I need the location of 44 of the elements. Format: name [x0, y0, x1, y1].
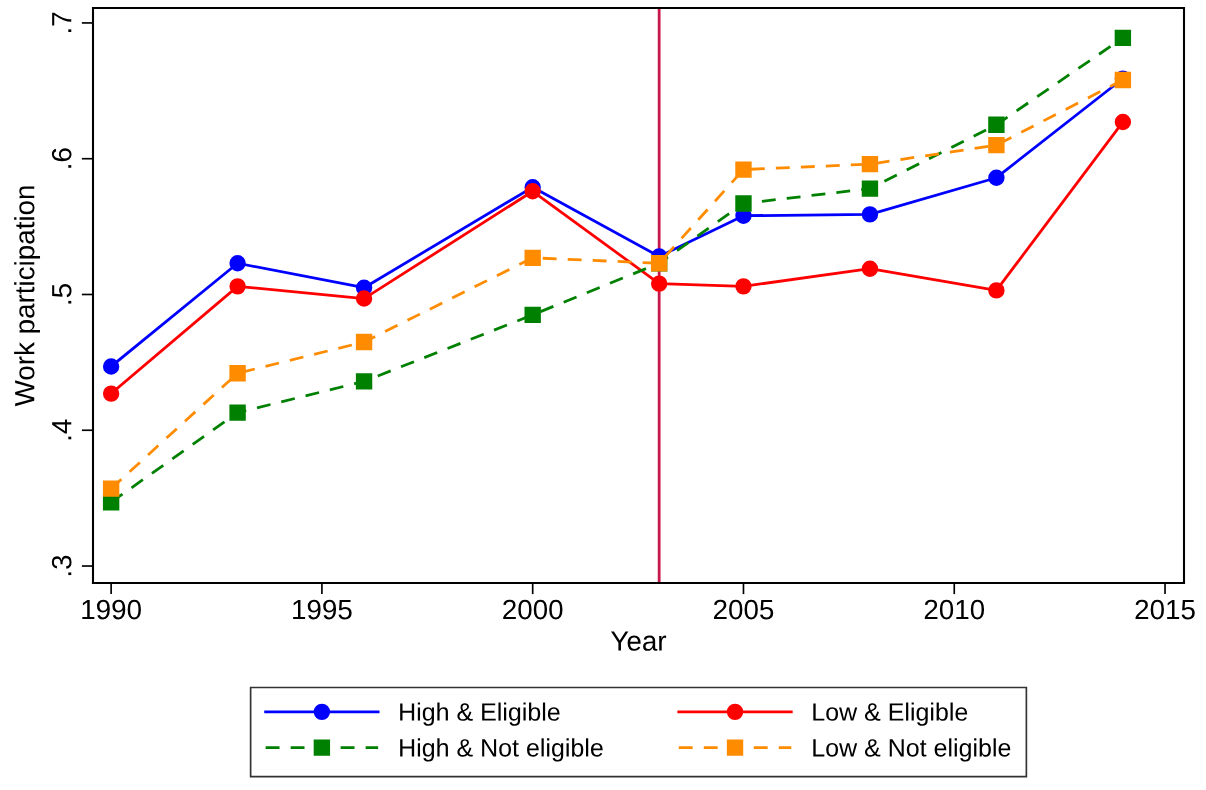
point — [229, 278, 246, 295]
point — [102, 480, 120, 497]
y-tick-label: .4 — [52, 419, 72, 440]
point — [524, 306, 541, 324]
y-tick-label: .7 — [52, 12, 72, 32]
point — [861, 206, 879, 223]
point — [102, 385, 120, 402]
x-tick-label: 2015 — [1135, 599, 1195, 620]
point — [861, 155, 879, 173]
point — [102, 358, 120, 375]
y-axis-title: Work participation — [14, 186, 41, 407]
legend-label: High & Eligible — [400, 702, 560, 726]
point — [650, 275, 668, 292]
point — [988, 282, 1005, 299]
y-tick-label: .3 — [51, 555, 72, 576]
point — [355, 373, 373, 390]
x-tick-label: 2005 — [713, 599, 774, 620]
x-axis-title: Year — [611, 631, 667, 651]
point — [355, 290, 373, 307]
y-tick-label: .5 — [52, 284, 72, 304]
legend-label: Low & Not eligible — [813, 738, 1011, 762]
point — [355, 333, 373, 351]
x-tick-label: 1990 — [82, 599, 141, 620]
point — [735, 278, 752, 295]
point — [1114, 113, 1132, 131]
point — [735, 195, 752, 212]
point — [1114, 29, 1132, 47]
point — [988, 116, 1005, 133]
x-tick-label: 2010 — [924, 599, 985, 620]
point — [735, 161, 752, 178]
point — [524, 249, 541, 267]
y-tick-label: .6 — [51, 148, 72, 168]
point — [524, 183, 541, 200]
point — [229, 255, 246, 272]
x-tick-label: 1995 — [293, 599, 352, 620]
point — [988, 136, 1005, 154]
legend-label: Low & Eligible — [813, 702, 968, 726]
point — [861, 260, 879, 277]
point — [988, 169, 1005, 186]
x-tick-label: 2000 — [503, 599, 563, 620]
legend-label: High & Not eligible — [400, 738, 603, 762]
point — [861, 180, 879, 197]
point — [229, 404, 246, 421]
point — [229, 365, 246, 382]
